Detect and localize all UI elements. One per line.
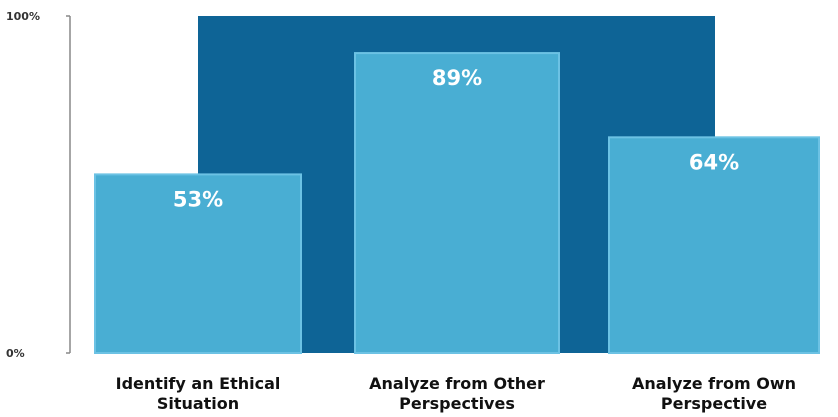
y-tick-label-2: 0% [6,347,25,360]
category-label-1: Identify an Ethical Situation [116,374,281,413]
bar-3 [608,136,820,354]
bar-value-label-2: 89% [432,66,482,90]
bar-value-label-1: 53% [173,187,223,211]
bar-value-label-3: 64% [689,150,739,174]
category-label-3: Analyze from Own Perspective [632,374,796,413]
bar-1 [94,173,302,354]
category-label-2: Analyze from Other Perspectives [369,374,545,413]
bar-2 [354,52,560,354]
y-tick-label-1: 100% [6,10,40,23]
